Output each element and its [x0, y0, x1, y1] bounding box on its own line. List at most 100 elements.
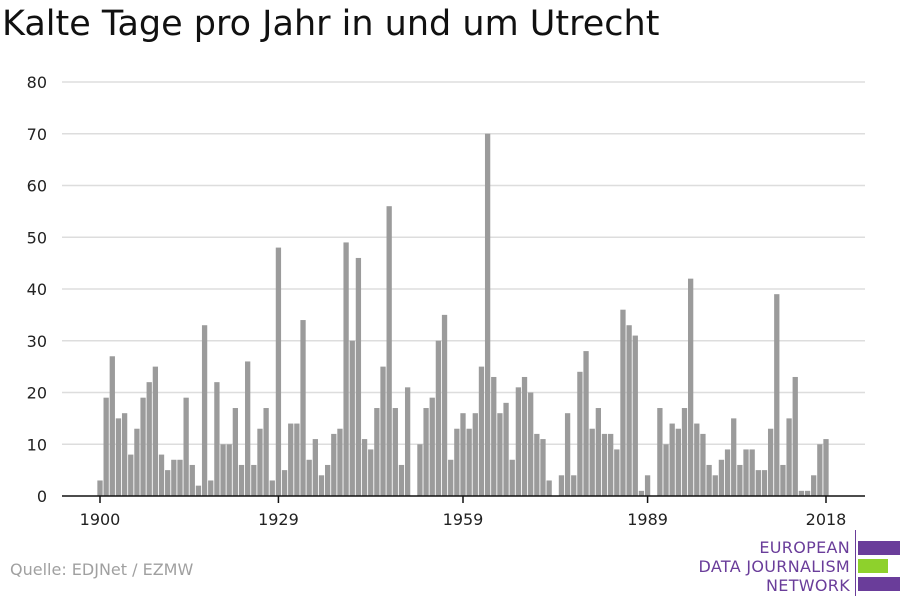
- bar: [761, 470, 768, 496]
- bar: [780, 464, 786, 496]
- bar: [466, 428, 472, 496]
- bar: [731, 418, 737, 496]
- bar: [564, 413, 571, 496]
- x-tick-label: 1959: [443, 510, 484, 529]
- bar: [755, 470, 761, 496]
- bar: [663, 444, 669, 496]
- bar: [195, 485, 202, 496]
- bar: [577, 371, 583, 496]
- bar: [312, 439, 318, 496]
- bar: [749, 449, 755, 496]
- bar: [700, 433, 706, 496]
- bar: [589, 428, 595, 496]
- bar: [644, 475, 651, 496]
- bar: [669, 423, 675, 496]
- bar: [614, 449, 620, 496]
- bar: [140, 397, 146, 496]
- y-tick-label: 80: [27, 73, 47, 92]
- bar: [380, 366, 386, 496]
- bar: [460, 413, 466, 496]
- bar: [737, 464, 743, 496]
- bar: [503, 402, 509, 496]
- bar: [331, 433, 337, 496]
- bars: [97, 133, 829, 496]
- bar: [448, 459, 454, 496]
- bar: [811, 475, 817, 496]
- bar: [571, 475, 577, 496]
- bar: [804, 490, 811, 496]
- logo-line-2: DATA JOURNALISM: [698, 557, 850, 576]
- logo-line-1: EUROPEAN: [759, 538, 850, 557]
- bar: [226, 444, 232, 496]
- bar: [374, 408, 380, 496]
- edjnet-logo: EUROPEAN DATA JOURNALISM NETWORK: [698, 530, 900, 596]
- x-tick-label: 1929: [258, 510, 299, 529]
- x-tick-label: 2018: [806, 510, 847, 529]
- bar: [263, 408, 269, 496]
- bar: [792, 376, 798, 496]
- bar: [608, 433, 614, 496]
- bar: [201, 325, 208, 496]
- bar-chart: 0 10 20 30 40 50 60 70 80 1900 1929 1959 1989 2018: [27, 73, 865, 529]
- bar: [343, 242, 349, 496]
- bar: [767, 428, 774, 496]
- bar: [324, 464, 331, 496]
- bar: [675, 428, 681, 496]
- bar: [774, 294, 780, 496]
- bar: [595, 408, 602, 496]
- bar: [294, 423, 300, 496]
- y-tick-label: 60: [27, 177, 47, 196]
- bar: [318, 475, 325, 496]
- x-tick-label: 1900: [80, 510, 121, 529]
- bar: [269, 480, 275, 496]
- bar: [404, 387, 411, 496]
- bar: [681, 408, 688, 496]
- bar: [724, 449, 731, 496]
- bar: [165, 470, 171, 496]
- bar: [337, 428, 343, 496]
- bar: [134, 428, 140, 496]
- bar: [355, 257, 362, 496]
- y-tick-label: 10: [27, 435, 47, 454]
- bar: [743, 449, 749, 496]
- bar: [454, 428, 460, 496]
- gridlines: [62, 81, 865, 445]
- bar: [638, 490, 645, 496]
- bar: [158, 454, 165, 496]
- bar: [429, 397, 435, 496]
- bar: [349, 340, 355, 496]
- bar: [146, 382, 152, 496]
- bar: [823, 439, 829, 496]
- bar: [392, 408, 398, 496]
- source-note: Quelle: EDJNet / EZMW: [10, 560, 194, 579]
- logo-line-3: NETWORK: [766, 576, 850, 595]
- bar: [817, 444, 823, 496]
- bar: [300, 320, 306, 496]
- bar: [472, 413, 478, 496]
- bar: [220, 444, 226, 496]
- bar: [798, 490, 805, 496]
- bar: [484, 133, 491, 496]
- bar: [546, 480, 552, 496]
- bar: [189, 464, 195, 496]
- y-tick-label: 70: [27, 125, 47, 144]
- bar: [103, 397, 109, 496]
- bar: [478, 366, 485, 496]
- bar: [441, 314, 448, 496]
- bar: [232, 408, 239, 496]
- bar: [712, 475, 718, 496]
- bar: [368, 449, 374, 496]
- bar: [275, 247, 282, 496]
- bar: [281, 470, 288, 496]
- bar: [601, 433, 608, 496]
- bar: [515, 387, 522, 496]
- bar: [306, 459, 312, 496]
- bar: [386, 206, 392, 496]
- bar: [128, 454, 134, 496]
- bar: [491, 376, 497, 496]
- logo-bar-top: [858, 541, 900, 555]
- bar: [687, 278, 694, 496]
- bar: [171, 459, 177, 496]
- bar: [718, 459, 725, 496]
- x-axis: 1900 1929 1959 1989 2018: [62, 495, 865, 529]
